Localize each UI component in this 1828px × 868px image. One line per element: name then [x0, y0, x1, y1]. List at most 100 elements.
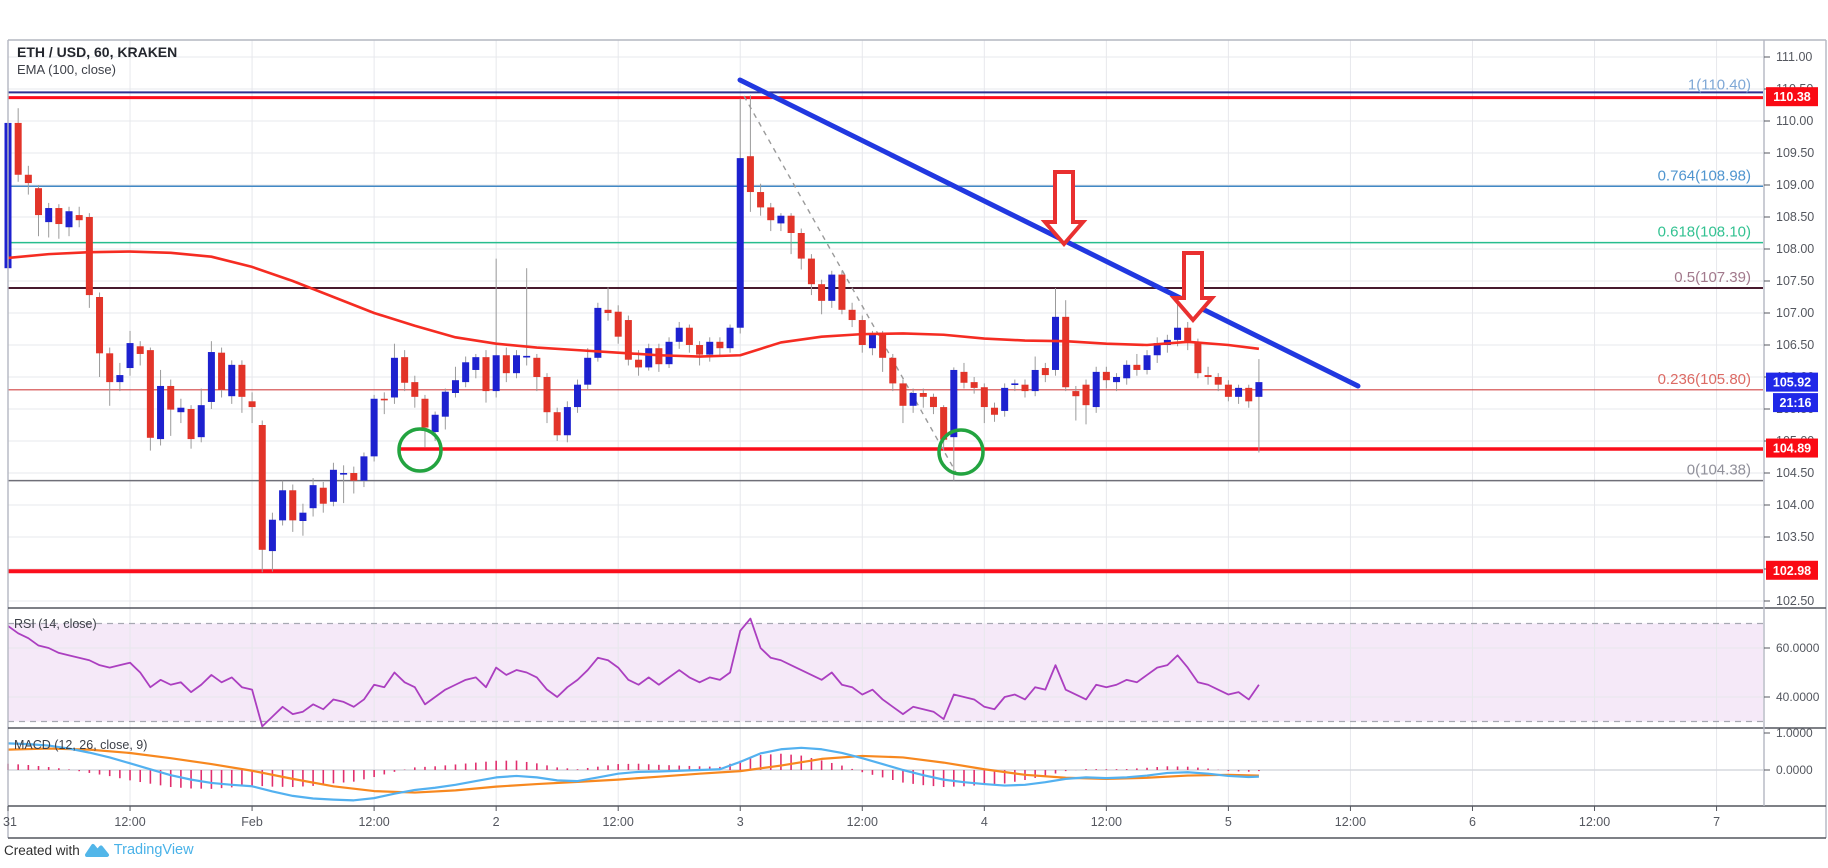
candle-up[interactable] [909, 393, 917, 406]
candle-down[interactable] [1194, 343, 1202, 374]
candle-up[interactable] [309, 485, 317, 509]
candle-down[interactable] [899, 383, 907, 406]
candle-down[interactable] [533, 357, 541, 377]
candle-up[interactable] [513, 355, 520, 374]
candle-down[interactable] [960, 371, 968, 383]
candle-down[interactable] [248, 401, 256, 408]
candle-down[interactable] [258, 425, 266, 550]
rsi-legend[interactable]: RSI (14, close) [14, 617, 97, 631]
candle-down[interactable] [696, 345, 704, 355]
macd-legend[interactable]: MACD (12, 26, close, 9) [14, 738, 148, 752]
candle-up[interactable] [523, 355, 531, 358]
candle-up[interactable] [777, 215, 785, 224]
candle-up[interactable] [492, 355, 500, 392]
candle-down[interactable] [187, 409, 195, 440]
candle-down[interactable] [635, 359, 643, 368]
candle-up[interactable] [197, 405, 205, 438]
chart-legend-symbol[interactable]: ETH / USD, 60, KRAKEN [17, 44, 178, 60]
candle-down[interactable] [75, 215, 83, 221]
candle-down[interactable] [1204, 375, 1212, 377]
candle-down[interactable] [889, 357, 897, 384]
candle-down[interactable] [85, 217, 93, 296]
candle-up[interactable] [950, 369, 958, 438]
candle-down[interactable] [858, 320, 866, 345]
candle-down[interactable] [238, 364, 246, 397]
candle-down[interactable] [604, 309, 612, 313]
candle-up[interactable] [462, 362, 470, 383]
candle-down[interactable] [807, 258, 815, 285]
candle-down[interactable] [757, 192, 765, 208]
descending-trendline[interactable] [737, 77, 1361, 389]
candle-down[interactable] [940, 407, 948, 440]
candle-up[interactable] [268, 519, 276, 552]
candle-up[interactable] [390, 357, 398, 398]
candle-down[interactable] [502, 355, 510, 374]
candle-up[interactable] [1174, 327, 1182, 340]
candle-down[interactable] [146, 350, 154, 438]
candle-down[interactable] [24, 174, 32, 184]
candle-up[interactable] [1031, 369, 1039, 392]
candle-down[interactable] [401, 357, 409, 383]
candle-up[interactable] [868, 334, 876, 349]
candle-down[interactable] [350, 473, 358, 481]
candle-down[interactable] [685, 327, 693, 345]
candle-down[interactable] [787, 215, 795, 233]
candle-down[interactable] [1041, 368, 1049, 376]
candle-up[interactable] [472, 357, 480, 370]
candle-down[interactable] [1133, 364, 1141, 370]
candle-down[interactable] [990, 407, 998, 415]
candle-up[interactable] [1235, 387, 1243, 397]
candle-down[interactable] [614, 311, 622, 337]
candle-down[interactable] [746, 156, 754, 193]
candle-up[interactable] [441, 391, 449, 417]
candle-up[interactable] [665, 341, 673, 365]
candle-down[interactable] [543, 377, 551, 413]
candle-up[interactable] [1153, 343, 1161, 356]
candle-up[interactable] [451, 380, 459, 393]
candle-up[interactable] [279, 490, 287, 521]
tradingview-logo-text[interactable]: TradingView [113, 842, 194, 858]
candle-up[interactable] [1052, 316, 1060, 370]
candle-up[interactable] [675, 327, 683, 342]
candle-up[interactable] [299, 512, 307, 521]
candle-down[interactable] [96, 297, 104, 354]
candle-down[interactable] [1082, 384, 1090, 406]
candle-up[interactable] [126, 343, 134, 369]
candle-down[interactable] [838, 274, 846, 310]
candle-down[interactable] [970, 382, 978, 388]
candle-down[interactable] [55, 208, 63, 225]
candle-down[interactable] [1102, 371, 1110, 381]
candle-down[interactable] [411, 382, 419, 397]
candle-down[interactable] [879, 334, 887, 358]
candle-down[interactable] [1184, 327, 1192, 344]
candle-up[interactable] [1001, 387, 1009, 411]
candle-up[interactable] [228, 364, 236, 397]
candle-down[interactable] [482, 357, 490, 392]
candle-up[interactable] [1011, 383, 1019, 385]
candle-down[interactable] [289, 490, 297, 521]
candle-down[interactable] [421, 398, 429, 428]
candle-up[interactable] [1113, 377, 1121, 383]
candle-down[interactable] [380, 398, 388, 401]
candle-up[interactable] [645, 348, 653, 368]
candle-up[interactable] [594, 307, 602, 358]
candle-down[interactable] [624, 320, 632, 360]
candle-up[interactable] [1143, 355, 1151, 370]
candle-down[interactable] [167, 385, 175, 410]
candle-down[interactable] [319, 487, 327, 504]
candle-up[interactable] [177, 407, 185, 413]
candle-up[interactable] [65, 211, 73, 228]
candle-up[interactable] [563, 407, 571, 436]
candle-down[interactable] [218, 352, 226, 390]
candle-up[interactable] [116, 375, 124, 383]
candle-down[interactable] [1072, 391, 1080, 397]
candle-up[interactable] [157, 385, 165, 440]
candle-down[interactable] [818, 284, 826, 301]
candle-down[interactable] [106, 353, 114, 383]
candle-down[interactable] [1245, 387, 1253, 402]
chart-legend-ema[interactable]: EMA (100, close) [17, 62, 116, 77]
candle-down[interactable] [797, 233, 805, 259]
candle-up[interactable] [726, 327, 734, 349]
candle-up[interactable] [584, 357, 592, 385]
